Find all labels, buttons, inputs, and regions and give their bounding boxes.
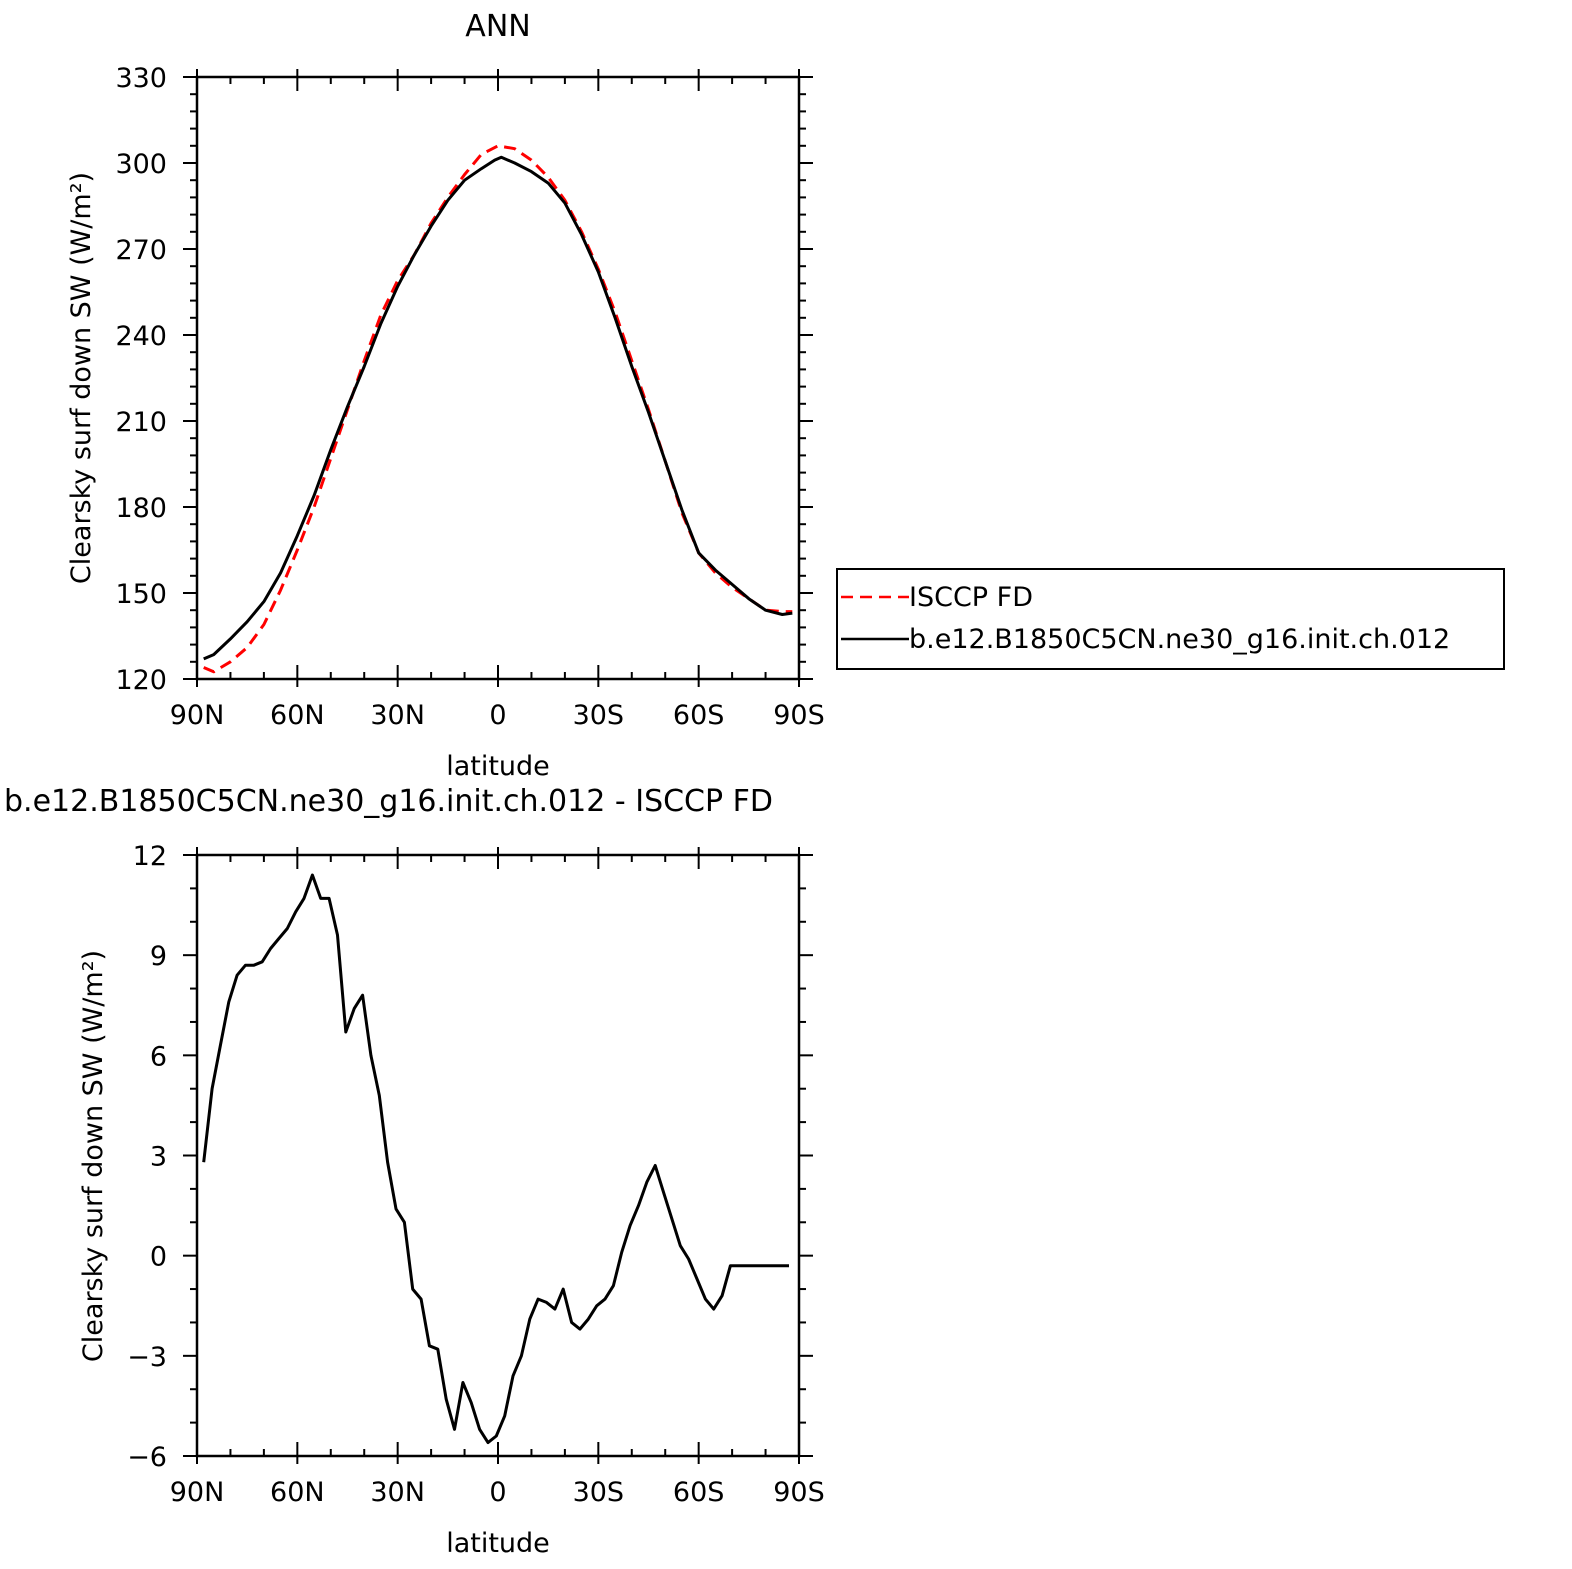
- x-tick-label: 90S: [773, 700, 825, 731]
- legend-label-model: b.e12.B1850C5CN.ne30_g16.init.ch.012: [909, 624, 1450, 655]
- series-model-line: [203, 155, 793, 661]
- bottom-y-axis-label: Clearsky surf down SW (W/m²): [78, 950, 109, 1362]
- y-tick-label: 300: [115, 149, 167, 180]
- legend-box: [836, 568, 1505, 670]
- x-tick-label: 60N: [270, 1477, 325, 1508]
- x-tick-label: 90N: [170, 1477, 225, 1508]
- x-tick-label: 30S: [573, 1477, 625, 1508]
- legend-label-isccp: ISCCP FD: [909, 582, 1033, 613]
- y-tick-label: 3: [150, 1142, 167, 1173]
- bottom-panel: b.e12.B1850C5CN.ne30_g16.init.ch.012 - I…: [4, 784, 825, 1559]
- x-tick-label: 0: [489, 1477, 506, 1508]
- x-tick-label: 60N: [270, 700, 325, 731]
- top-chart-title: ANN: [465, 9, 530, 44]
- x-tick-label: 30N: [370, 1477, 425, 1508]
- legend: ISCCP FD b.e12.B1850C5CN.ne30_g16.init.c…: [836, 568, 1505, 670]
- top-plot-frame: [195, 75, 801, 681]
- x-tick-label: 90S: [773, 1477, 825, 1508]
- y-tick-label: 12: [133, 841, 167, 872]
- y-tick-label: 150: [115, 579, 167, 610]
- series-isccp-line: [203, 144, 793, 674]
- y-tick-label: 120: [115, 665, 167, 696]
- y-tick-label: −6: [127, 1442, 167, 1473]
- top-panel: ANN 120 150 180 210 240 270 300 330 90N 60N 30N 0 3…: [66, 9, 1505, 782]
- top-x-axis-label: latitude: [446, 751, 550, 782]
- x-tick-label: 30S: [573, 700, 625, 731]
- y-tick-label: 240: [115, 321, 167, 352]
- y-tick-label: 180: [115, 493, 167, 524]
- x-tick-label: 0: [489, 700, 506, 731]
- bottom-x-axis-label: latitude: [446, 1528, 550, 1559]
- y-tick-label: 0: [150, 1242, 167, 1273]
- x-tick-label: 60S: [673, 700, 725, 731]
- y-tick-label: 9: [150, 941, 167, 972]
- y-tick-label: 270: [115, 235, 167, 266]
- y-tick-label: 210: [115, 407, 167, 438]
- y-tick-label: 6: [150, 1041, 167, 1072]
- top-y-axis-label: Clearsky surf down SW (W/m²): [66, 172, 97, 584]
- y-tick-label: 330: [115, 63, 167, 94]
- bottom-plot-frame: [195, 853, 801, 1458]
- bottom-chart-title: b.e12.B1850C5CN.ne30_g16.init.ch.012 - I…: [4, 784, 773, 819]
- x-tick-label: 90N: [170, 700, 225, 731]
- series-difference-line: [202, 873, 789, 1445]
- y-tick-label: −3: [127, 1342, 167, 1373]
- x-tick-label: 30N: [370, 700, 425, 731]
- x-tick-label: 60S: [673, 1477, 725, 1508]
